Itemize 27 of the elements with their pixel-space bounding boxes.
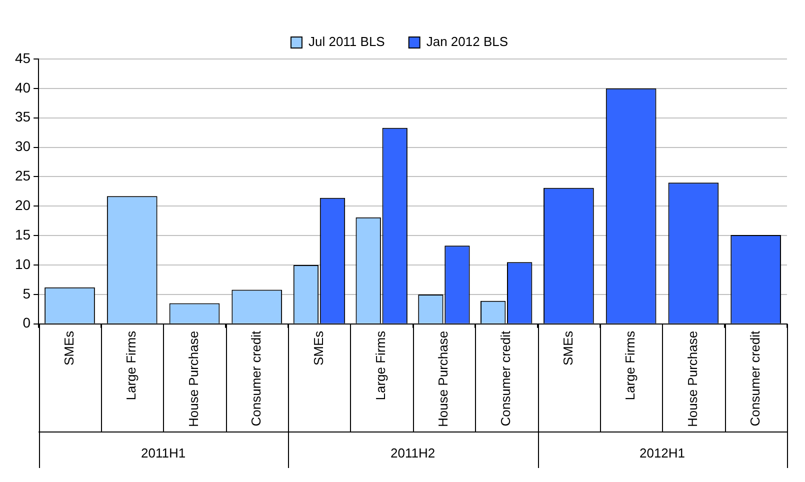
y-tick-label: 40 <box>14 79 31 96</box>
x-tick-label: SMEs <box>61 330 76 366</box>
x-tick-label: House Purchase <box>436 330 451 428</box>
y-tick-label: 35 <box>14 108 31 125</box>
legend-label: Jul 2011 BLS <box>308 34 386 50</box>
y-tick-label: 10 <box>14 256 31 272</box>
text: 2012H1 <box>639 446 686 461</box>
x-tick-label: SMEs <box>560 330 576 366</box>
y-tick-label: 25 <box>14 168 31 184</box>
x-tick-label: Consumer credit <box>747 330 762 426</box>
y-tick-label: 30 <box>14 138 31 154</box>
legend-label: Jan 2012 BLS <box>426 34 508 50</box>
y-tick-label: 20 <box>14 197 31 214</box>
x-tick-label: Consumer credit <box>248 330 264 426</box>
x-tick-label: House Purchase <box>186 330 202 428</box>
x-tick-label: SMEs <box>310 330 326 366</box>
x-tick-label: House Purchase <box>685 330 700 428</box>
text: 2011H2 <box>390 446 436 461</box>
y-tick-label: 0 <box>22 314 31 331</box>
y-tick-label: 15 <box>14 226 31 242</box>
x-tick-label: Consumer credit <box>498 330 513 426</box>
x-tick-label: Large Firms <box>622 330 638 400</box>
y-tick-label: 5 <box>22 285 31 302</box>
x-tick-label: Large Firms <box>124 330 139 400</box>
x-tick-label: Large Firms <box>373 330 388 400</box>
y-tick-label: 45 <box>14 50 31 66</box>
text: 2011H1 <box>141 446 186 461</box>
